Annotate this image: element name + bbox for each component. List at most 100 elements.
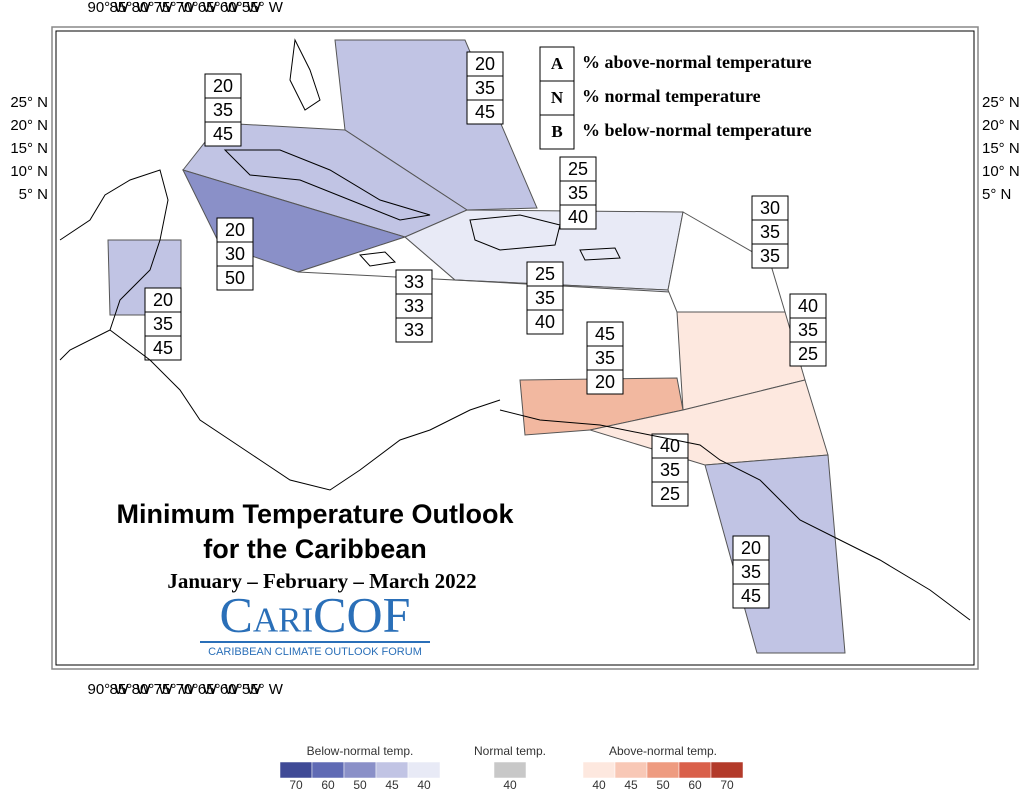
colorbar-swatch (493, 761, 527, 779)
prob-value: 30 (760, 198, 780, 218)
prob-cell (586, 321, 624, 347)
prob-value: 20 (595, 372, 615, 392)
prob-cell (466, 75, 504, 101)
lon-label: 75° W (154, 681, 196, 698)
lat-label: 20° N (10, 117, 48, 134)
lon-label: 55° W (242, 0, 284, 16)
prob-cell (526, 309, 564, 335)
regions: 20 35 45 20 35 45 20 30 50 20 35 45 33 33 33 25 35 40 25 35… (107, 39, 846, 654)
lat-label: 5° N (19, 186, 48, 203)
lon-label: 85° W (110, 0, 152, 16)
key-cell (539, 46, 575, 82)
colorbar-tick: 45 (624, 778, 638, 791)
colorbar-swatch (375, 761, 409, 779)
colorbar-tick: 50 (656, 778, 670, 791)
prob-value: 40 (798, 296, 818, 316)
prob-cell (216, 265, 254, 291)
logo: CariCOF (220, 586, 411, 642)
prob-cell (651, 457, 689, 483)
colorbar-label: Above-normal temp. (609, 744, 717, 758)
prob-cell (586, 345, 624, 371)
colorbar-tick: 70 (720, 778, 734, 791)
prob-cell (204, 121, 242, 147)
prob-value: 20 (475, 54, 495, 74)
prob-value: 35 (798, 320, 818, 340)
prob-value: 30 (225, 244, 245, 264)
prob-cell (586, 369, 624, 395)
colorbar-swatch (710, 761, 744, 779)
lon-label: 90° W (87, 681, 129, 698)
prob-value: 20 (741, 538, 761, 558)
prob-value: 45 (213, 124, 233, 144)
colorbar-label: Normal temp. (474, 744, 546, 758)
prob-cell (751, 195, 789, 221)
prob-value: 20 (153, 290, 173, 310)
coastline (358, 251, 397, 267)
prob-value: 45 (475, 102, 495, 122)
region (334, 39, 538, 211)
coastline (469, 214, 561, 251)
prob-cell (559, 204, 597, 230)
prob-cell (559, 156, 597, 182)
lat-label: 25° N (10, 94, 48, 111)
prob-cell (204, 73, 242, 99)
prob-value: 35 (153, 314, 173, 334)
colorbar-tick: 60 (321, 778, 335, 791)
key: A % above-normal temperature N % normal tem… (539, 46, 812, 150)
lon-label: 70° W (176, 681, 218, 698)
prob-cell (144, 335, 182, 361)
colorbar-tick: 60 (688, 778, 702, 791)
prob-cell (216, 241, 254, 267)
prob-cell (751, 243, 789, 269)
lat-label: 15° N (982, 140, 1020, 157)
prob-value: 45 (595, 324, 615, 344)
key-letter: A (551, 54, 564, 73)
colorbar-tick: 40 (503, 778, 517, 791)
prob-value: 35 (595, 348, 615, 368)
lon-label: 90° W (87, 0, 129, 16)
title: for the Caribbean (203, 534, 427, 564)
lat-label: 20° N (982, 117, 1020, 134)
lat-label: 10° N (10, 163, 48, 180)
key-text: % above-normal temperature (582, 52, 812, 72)
prob-value: 35 (535, 288, 555, 308)
colorbar-swatch (646, 761, 680, 779)
prob-value: 45 (741, 586, 761, 606)
key-text: % below-normal temperature (582, 120, 812, 140)
key-text: % normal temperature (582, 86, 761, 106)
prob-value: 50 (225, 268, 245, 288)
prob-value: 40 (660, 436, 680, 456)
colorbar: Below-normal temp. 70 60 50 45 40 Normal temp.… (279, 744, 744, 792)
prob-cell (395, 317, 433, 343)
prob-value: 33 (404, 272, 424, 292)
prob-value: 35 (760, 222, 780, 242)
prob-value: 33 (404, 296, 424, 316)
prob-cell (789, 293, 827, 319)
key-letter: N (551, 88, 564, 107)
axes: 90° W90° W85° W85° W80° W80° W75° W75° W… (10, 0, 1019, 698)
colorbar-swatch (678, 761, 712, 779)
title: Minimum Temperature Outlook (116, 499, 514, 529)
prob-cell (526, 285, 564, 311)
coastline (109, 329, 501, 491)
prob-value: 35 (475, 78, 495, 98)
lon-label: 80° W (132, 681, 174, 698)
map-inner-frame (55, 30, 975, 666)
coastline (579, 247, 621, 261)
colorbar-swatch (343, 761, 377, 779)
lon-label: 60° W (220, 681, 262, 698)
colorbar-swatch (614, 761, 648, 779)
prob-cell (466, 99, 504, 125)
key-cell (539, 114, 575, 150)
coastline (499, 409, 971, 621)
prob-value: 25 (568, 159, 588, 179)
colorbar-swatch (407, 761, 441, 779)
lon-label: 75° W (154, 0, 196, 16)
prob-value: 35 (660, 460, 680, 480)
key-cell (539, 80, 575, 116)
prob-cell (789, 341, 827, 367)
prob-cell (204, 97, 242, 123)
colorbar-swatch (311, 761, 345, 779)
prob-value: 25 (660, 484, 680, 504)
lon-label: 80° W (132, 0, 174, 16)
